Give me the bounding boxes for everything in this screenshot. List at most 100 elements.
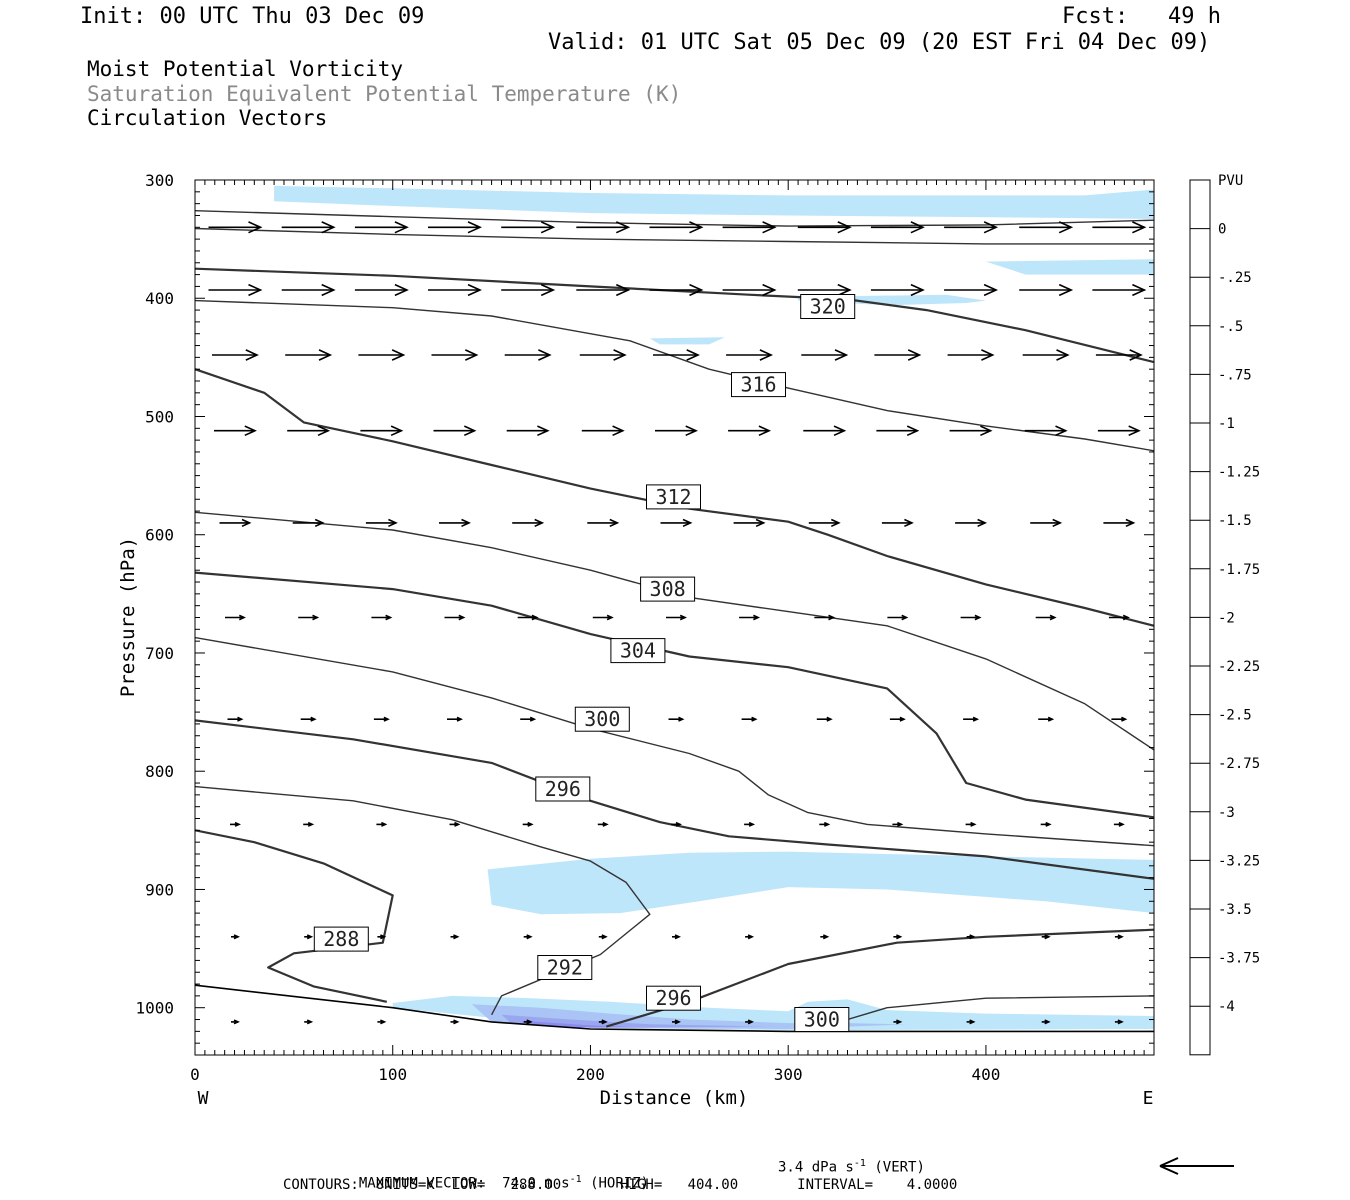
vector-arrow <box>1019 283 1074 297</box>
colorbar-label: -2.25 <box>1218 659 1260 675</box>
theta-es-contour-324 <box>195 210 1154 227</box>
vector-head <box>615 283 631 297</box>
colorbar-label: -1.75 <box>1218 562 1260 578</box>
vector-head <box>391 349 406 361</box>
vector-head <box>981 349 995 361</box>
vector-head <box>1044 1019 1051 1025</box>
colorbar-label: -.75 <box>1218 367 1252 383</box>
vector-head <box>388 518 398 528</box>
vector-head <box>747 934 755 940</box>
vector-head <box>453 934 460 940</box>
vector-arrow <box>444 614 466 621</box>
pv-shading <box>274 185 1154 1031</box>
vector-head <box>1117 934 1124 940</box>
footer-contours: CONTOURS: UNITS=K LOW= 288.00 HIGH= 404.… <box>283 1177 958 1193</box>
vector-head <box>602 821 609 827</box>
vector-head <box>674 934 681 940</box>
vector-head <box>689 283 704 297</box>
vector-head <box>1047 716 1055 722</box>
colorbar-label: -3.25 <box>1218 853 1260 869</box>
vector-arrow <box>965 821 977 827</box>
vector-head <box>527 821 534 827</box>
vector-head <box>969 934 976 940</box>
vector-arrow <box>597 821 609 827</box>
vector-arrow <box>672 934 681 940</box>
vector-head <box>1117 1019 1124 1025</box>
vector-head <box>980 425 993 437</box>
theta-es-contour-300 <box>195 636 1154 847</box>
colorbar-label: -3.5 <box>1218 902 1252 918</box>
vector-head <box>394 283 409 297</box>
vector-head <box>234 821 241 827</box>
axis-ticks <box>194 179 1155 1056</box>
vector-head <box>1125 518 1136 528</box>
x-tick-label: 0 <box>190 1065 200 1084</box>
vector-arrow <box>1041 1019 1051 1025</box>
vector-arrow <box>231 934 240 940</box>
valid-time: Valid: 01 UTC Sat 05 Dec 09 (20 EST Fri … <box>548 30 1211 55</box>
y-tick-label: 700 <box>145 644 174 663</box>
vector-head <box>689 221 704 234</box>
vector-arrow <box>739 614 761 621</box>
vector-head <box>983 221 999 234</box>
y-tick-label: 400 <box>145 289 174 308</box>
vector-head <box>751 716 758 722</box>
horiz-exponent: -1 <box>569 1174 582 1185</box>
east-label: E <box>1143 1088 1154 1109</box>
vector-head <box>612 425 625 437</box>
vector-arrow <box>745 934 755 940</box>
contour-label-300: 300 <box>584 707 620 731</box>
vector-arrow <box>227 716 244 722</box>
colorbar-label: -1 <box>1218 416 1235 432</box>
pv-region <box>521 1020 630 1028</box>
vector-head <box>896 1019 903 1025</box>
vector-arrow <box>944 221 999 234</box>
contour-label-box <box>731 372 786 398</box>
vector-head <box>538 349 552 361</box>
vector-arrow <box>598 934 608 940</box>
vector-arrow <box>450 1019 460 1025</box>
contour-label-312: 312 <box>655 485 691 509</box>
theta-es-contour-296 <box>195 719 1154 880</box>
vector-arrow <box>874 349 922 361</box>
footer-max-vector: MAXIMUM VECTOR: 74.0 m s-1 (HORIZ) <box>342 1158 649 1192</box>
vector-arrow <box>655 425 698 437</box>
vector-arrow <box>292 518 325 528</box>
vector-head <box>248 283 263 297</box>
vector-head <box>307 821 315 827</box>
vector-head <box>321 221 336 234</box>
vector-arrow <box>377 934 387 940</box>
vector-head <box>1121 716 1128 722</box>
x-tick-label: 300 <box>774 1065 803 1084</box>
vector-arrow <box>1114 1019 1124 1025</box>
vector-arrow <box>1097 425 1141 437</box>
vector-arrow <box>1035 614 1057 621</box>
vector-head <box>678 716 685 722</box>
vector-arrow <box>504 349 552 361</box>
theta-es-contour-308 <box>195 511 1154 751</box>
vector-head <box>682 518 693 528</box>
horiz-tag: (HORIZ) <box>590 1175 650 1192</box>
vector-head <box>248 221 263 234</box>
vector-head <box>755 518 766 528</box>
vector-arrow <box>963 716 980 722</box>
vector-head <box>969 1019 976 1025</box>
theta-es-contours <box>195 210 1154 1028</box>
vector-head <box>1118 821 1125 827</box>
vector-head <box>907 349 922 361</box>
vector-head <box>310 716 317 722</box>
vector-head <box>380 1019 387 1025</box>
colorbar-label: -2.75 <box>1218 756 1260 772</box>
vector-head <box>910 283 925 297</box>
max-horiz-value: 74.0 m s <box>502 1175 570 1192</box>
vector-arrow <box>428 283 482 297</box>
contour-label-box <box>800 294 856 319</box>
vector-head <box>306 1019 314 1025</box>
contour-label-box <box>535 776 591 802</box>
vector-head <box>970 821 977 827</box>
vector-head <box>906 425 920 437</box>
contour-label-308: 308 <box>650 577 686 601</box>
contour-label-320: 320 <box>810 295 846 319</box>
vector-arrow <box>373 716 390 722</box>
